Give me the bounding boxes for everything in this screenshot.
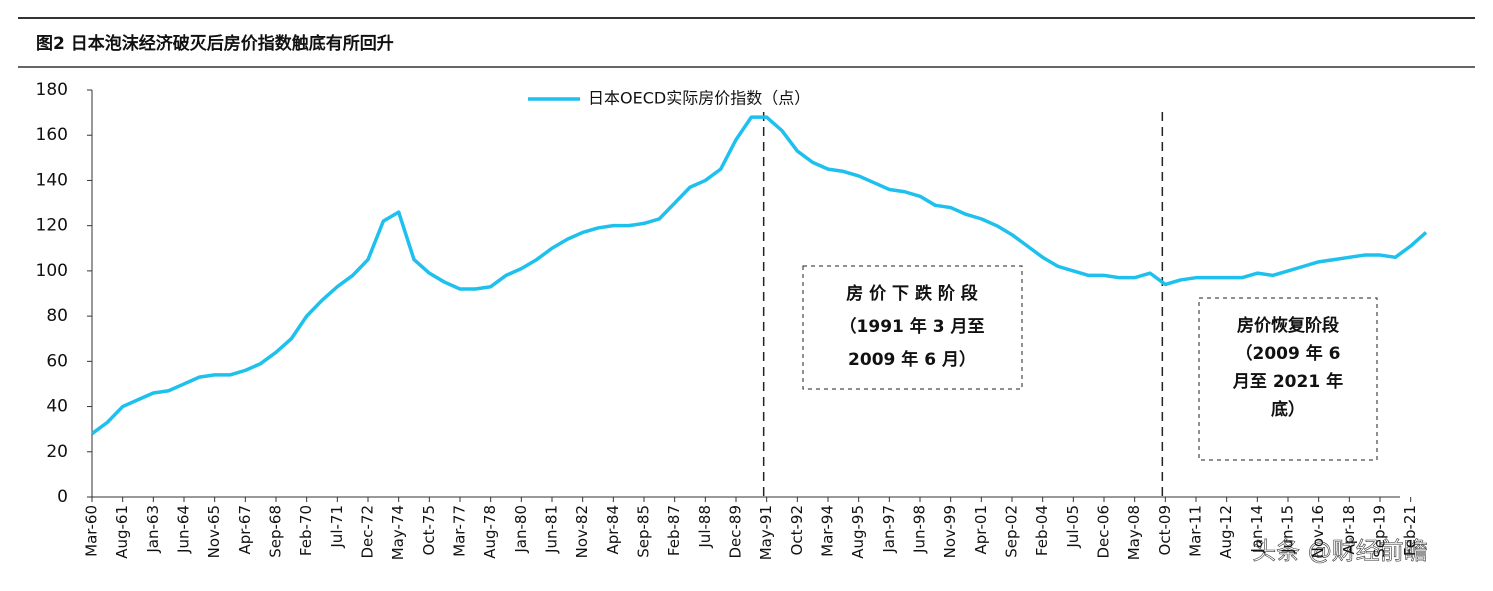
x-tick-label: Jun-64 [175, 505, 193, 554]
x-tick-label: Aug-61 [113, 505, 131, 559]
x-tick-label: Apr-67 [236, 505, 254, 555]
x-tick-label: Jun-15 [1279, 505, 1297, 554]
x-tick-label: Dec-06 [1095, 505, 1113, 559]
annotation-text: 2009 年 6 月） [848, 349, 976, 370]
x-tick-label: Feb-87 [665, 505, 683, 556]
x-tick-label: Nov-65 [205, 505, 223, 558]
x-tick-label: Jan-97 [880, 505, 898, 554]
y-tick-label: 180 [36, 80, 68, 100]
x-tick-label: Feb-04 [1033, 505, 1051, 556]
annotation-text: 月至 2021 年 [1232, 371, 1343, 392]
annotation-text: 房 价 下 跌 阶 段 [846, 283, 978, 304]
x-tick-label: Mar-94 [819, 505, 837, 557]
x-tick-label: May-74 [389, 505, 407, 560]
x-tick-label: Jun-81 [543, 505, 561, 554]
x-tick-label: Sep-19 [1371, 505, 1389, 558]
x-tick-label: Aug-78 [481, 505, 499, 559]
x-tick-label: Mar-77 [451, 505, 469, 557]
x-tick-label: May-91 [757, 505, 775, 560]
x-tick-label: Jul-88 [696, 505, 714, 549]
y-tick-label: 20 [46, 442, 68, 462]
x-tick-label: Mar-60 [83, 505, 101, 557]
x-tick-label: Jul-05 [1064, 505, 1082, 549]
x-tick-label: Nov-82 [573, 505, 591, 558]
x-tick-label: Apr-01 [972, 505, 990, 555]
x-tick-label: May-08 [1125, 505, 1143, 560]
x-tick-label: Mar-11 [1187, 505, 1205, 557]
annotation-text: 底） [1271, 399, 1305, 420]
x-tick-label: Aug-95 [849, 505, 867, 559]
watermark: 头条 @财经前瞻 [1252, 537, 1428, 565]
legend-label: 日本OECD实际房价指数（点） [588, 89, 810, 108]
y-tick-label: 60 [46, 351, 68, 371]
x-tick-label: Jun-98 [911, 505, 929, 554]
annotation-box [802, 265, 1023, 390]
annotation-text: （1991 年 3 月至 [840, 316, 985, 337]
annotation-text: 房价恢复阶段 [1237, 315, 1339, 336]
x-tick-label: Apr-18 [1340, 505, 1358, 555]
x-tick-label: Nov-99 [941, 505, 959, 558]
x-tick-label: Jul-71 [328, 505, 346, 549]
data-line [90, 115, 1428, 436]
annotation-text: （2009 年 6 [1236, 343, 1341, 364]
x-tick-label: Aug-12 [1217, 505, 1235, 559]
y-tick-label: 100 [36, 261, 68, 281]
x-tick-label: Sep-02 [1003, 505, 1021, 558]
x-tick-label: Jan-63 [144, 505, 162, 554]
x-tick-label: Dec-89 [727, 505, 745, 559]
x-tick-label: Sep-85 [635, 505, 653, 558]
y-tick-label: 80 [46, 306, 68, 326]
x-tick-label: Sep-68 [267, 505, 285, 558]
x-tick-label: Dec-72 [359, 505, 377, 559]
y-tick-label: 120 [36, 216, 68, 236]
x-tick-label: Oct-75 [420, 505, 438, 555]
y-tick-label: 160 [36, 125, 68, 145]
y-tick-label: 0 [57, 487, 68, 507]
x-tick-label: Apr-84 [604, 505, 622, 555]
y-tick-label: 140 [36, 170, 68, 190]
y-tick-label: 40 [46, 397, 68, 417]
annotation-box [1198, 297, 1378, 461]
x-tick-label: Jan-80 [512, 505, 530, 554]
x-tick-label: Jan-14 [1248, 505, 1266, 554]
x-tick-label: Feb-70 [297, 505, 315, 556]
x-tick-label: Oct-92 [788, 505, 806, 555]
x-tick-label: Nov-16 [1309, 505, 1327, 558]
x-tick-label: Feb-21 [1401, 505, 1419, 556]
chart-title: 图2 日本泡沫经济破灭后房价指数触底有所回升 [36, 33, 394, 54]
x-tick-label: Oct-09 [1156, 505, 1174, 555]
